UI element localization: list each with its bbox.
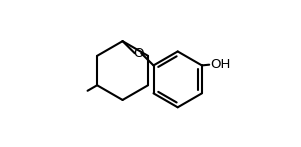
Text: O: O xyxy=(133,47,143,60)
Text: OH: OH xyxy=(210,58,230,71)
